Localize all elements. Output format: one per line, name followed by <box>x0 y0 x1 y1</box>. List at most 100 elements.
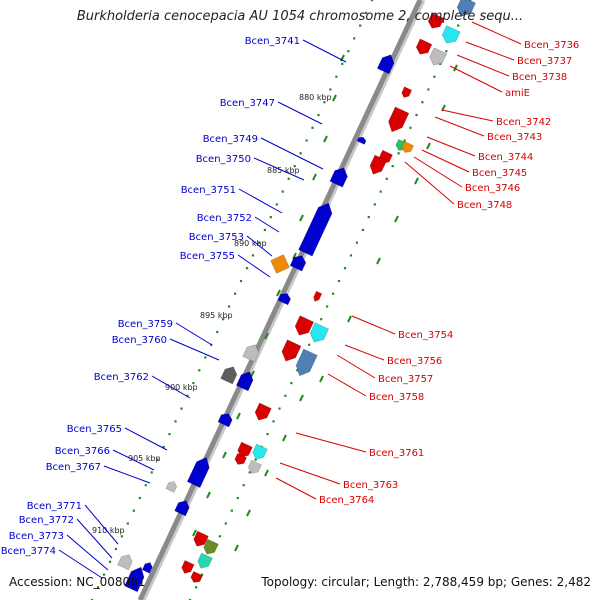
track-dot <box>329 88 332 91</box>
scale-tick <box>206 491 211 499</box>
forward-gene-label: Bcen_3756 <box>387 356 442 367</box>
scale-tick <box>264 469 269 477</box>
track-dot <box>257 241 260 244</box>
track-dot <box>245 267 249 270</box>
reverse-gene-block <box>376 54 395 75</box>
reverse-gene-block <box>186 456 210 489</box>
forward-gene-label-leader <box>449 65 503 93</box>
scale-tick <box>332 94 337 102</box>
track-dot <box>343 267 347 270</box>
forward-gene-block <box>234 453 247 465</box>
track-dot <box>355 241 358 244</box>
forward-gene-block <box>309 322 329 343</box>
reverse-gene-block <box>242 344 260 363</box>
track-dot <box>218 535 221 538</box>
scale-label: 890 kbp <box>234 239 267 248</box>
scale-tick <box>292 252 297 260</box>
track-dot <box>409 126 412 129</box>
track-dot <box>353 37 356 40</box>
gene-block-orange <box>270 254 290 274</box>
forward-gene-label: Bcen_3745 <box>472 168 527 179</box>
scale-tick <box>264 332 269 340</box>
forward-gene-label: Bcen_3757 <box>378 374 433 385</box>
forward-gene-block <box>401 141 414 153</box>
reverse-gene-label: Bcen_3772 <box>19 515 74 526</box>
forward-gene-label: Bcen_3761 <box>369 448 424 459</box>
forward-gene-label: Bcen_3758 <box>369 392 424 403</box>
track-dot <box>367 216 370 219</box>
reverse-gene-label: Bcen_3749 <box>203 134 258 145</box>
forward-gene-label-leader <box>434 116 485 137</box>
reverse-gene-block <box>141 562 153 574</box>
forward-gene-label-leader <box>471 21 522 45</box>
track-dot <box>278 407 281 410</box>
track-dot <box>204 356 207 359</box>
reverse-gene-label: Bcen_3773 <box>9 531 64 542</box>
track-dot <box>385 177 388 180</box>
forward-gene-label: Bcen_3748 <box>457 200 512 211</box>
reverse-gene-block <box>329 167 348 188</box>
scale-tick <box>236 412 241 420</box>
reverse-gene-label: Bcen_3765 <box>67 424 122 435</box>
forward-gene-label-leader <box>465 41 515 61</box>
track-dot <box>102 573 106 576</box>
scale-tick <box>414 177 419 185</box>
track-dot <box>120 535 123 538</box>
scale-tick <box>250 370 255 378</box>
track-dot <box>269 216 272 219</box>
forward-gene-block <box>197 552 213 569</box>
track-dot <box>349 254 353 257</box>
scale-tick <box>426 142 431 150</box>
track-dot <box>239 279 243 283</box>
track-dot <box>305 139 308 142</box>
track-dot <box>200 573 204 576</box>
reverse-gene-label-leader <box>277 101 323 125</box>
track-dot <box>323 101 326 104</box>
forward-gene-label-leader <box>295 432 367 453</box>
forward-gene-block <box>456 0 476 17</box>
track-dot <box>361 228 364 231</box>
track-dot <box>272 420 275 423</box>
scale-tick <box>453 64 458 72</box>
track-dot <box>445 50 448 53</box>
track-dot <box>433 75 436 78</box>
reverse-gene-label: Bcen_3751 <box>181 185 236 196</box>
forward-gene-label: Bcen_3763 <box>343 480 398 491</box>
reverse-gene-block <box>220 366 238 385</box>
forward-gene-block <box>181 559 195 574</box>
reverse-gene-label-leader <box>253 157 305 181</box>
scale-tick <box>299 394 304 402</box>
track-dot <box>457 24 460 27</box>
forward-gene-label: Bcen_3746 <box>465 183 520 194</box>
track-dot <box>379 190 382 193</box>
forward-gene-block <box>247 459 262 474</box>
track-dot <box>287 177 290 180</box>
forward-gene-label: amiE <box>505 88 530 99</box>
track-dot <box>427 88 430 91</box>
reverse-gene-label-leader <box>66 534 109 571</box>
track-dot <box>403 139 406 142</box>
reverse-gene-label-leader <box>302 39 347 63</box>
forward-gene-label-leader <box>275 477 317 500</box>
track-dot <box>311 126 314 129</box>
track-dot <box>216 330 219 334</box>
track-dot <box>254 458 257 461</box>
reverse-gene-block <box>289 255 307 272</box>
forward-gene-label-leader <box>351 315 396 335</box>
track-dot <box>275 203 278 206</box>
reverse-gene-label: Bcen_3741 <box>245 36 300 47</box>
forward-gene-block <box>237 441 253 458</box>
forward-gene-block <box>441 25 461 44</box>
reverse-gene-label-leader <box>103 465 151 484</box>
forward-gene-label: Bcen_3754 <box>398 330 453 341</box>
track-dot <box>108 560 112 563</box>
track-dot <box>228 305 231 308</box>
track-dot <box>391 165 394 168</box>
reverse-gene-label-leader <box>151 375 191 399</box>
track-dot <box>332 292 335 295</box>
topology-summary: Topology: circular; Length: 2,788,459 bp… <box>261 575 591 589</box>
scale-label: 900 kbp <box>165 383 198 392</box>
reverse-gene-label-leader <box>76 518 113 559</box>
forward-gene-block <box>415 38 433 55</box>
forward-gene-label-leader <box>404 161 455 205</box>
